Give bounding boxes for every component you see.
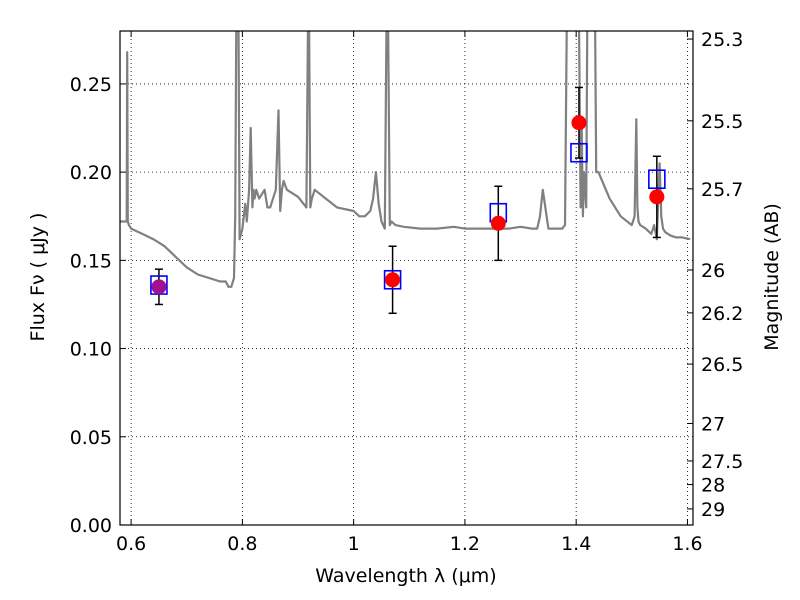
- right-axis-label: Magnitude (AB): [761, 203, 783, 351]
- x-tick-label: 1.6: [672, 533, 702, 555]
- x-axis-label: Wavelength λ (μm): [315, 565, 496, 587]
- right-tick-label: 25.7: [701, 179, 743, 201]
- y-tick-label: 0.05: [70, 427, 112, 449]
- y-tick-label: 0.00: [70, 515, 112, 537]
- observed-point: [490, 215, 506, 231]
- x-tick-label: 1: [348, 533, 360, 555]
- axes: [119, 30, 694, 526]
- right-tick-label: 27: [701, 413, 725, 435]
- y-tick-label: 0.20: [70, 162, 112, 184]
- plot-frame: [119, 30, 694, 526]
- model-point: [570, 142, 588, 163]
- right-tick-label: 29: [701, 499, 725, 521]
- points-layer: [150, 86, 666, 315]
- y-tick-label: 0.15: [70, 250, 112, 272]
- template-spectrum-line: [120, 31, 691, 288]
- observed-point: [385, 272, 401, 288]
- observed-point: [151, 279, 167, 295]
- right-tick-label: 25.3: [701, 29, 743, 51]
- x-tick-label: 0.8: [227, 533, 257, 555]
- model-point: [648, 169, 666, 189]
- tick-labels: 0.6 0.8 1 1.2 1.4 1.6 0.00 0.05 0.10 0.15 0.20 0.25…: [70, 29, 744, 555]
- x-tick-label: 1.4: [561, 533, 591, 555]
- spectrum-layer: [120, 31, 691, 288]
- right-tick-label: 25.5: [701, 111, 743, 133]
- right-tick-label: 26.5: [701, 354, 743, 376]
- model-point: [383, 269, 402, 290]
- right-tick-label: 26: [701, 260, 725, 282]
- right-tick-label: 27.5: [701, 451, 743, 473]
- observed-point: [571, 115, 587, 131]
- observed-point: [649, 189, 665, 205]
- right-tick-label: 26.2: [701, 303, 743, 325]
- right-tick-label: 28: [701, 475, 725, 497]
- x-tick-label: 1.2: [450, 533, 480, 555]
- x-tick-label: 0.6: [116, 533, 146, 555]
- y-tick-label: 0.10: [70, 339, 112, 361]
- y-tick-label: 0.25: [70, 74, 112, 96]
- y-axis-label: Flux Fν ( μJy ): [27, 213, 49, 342]
